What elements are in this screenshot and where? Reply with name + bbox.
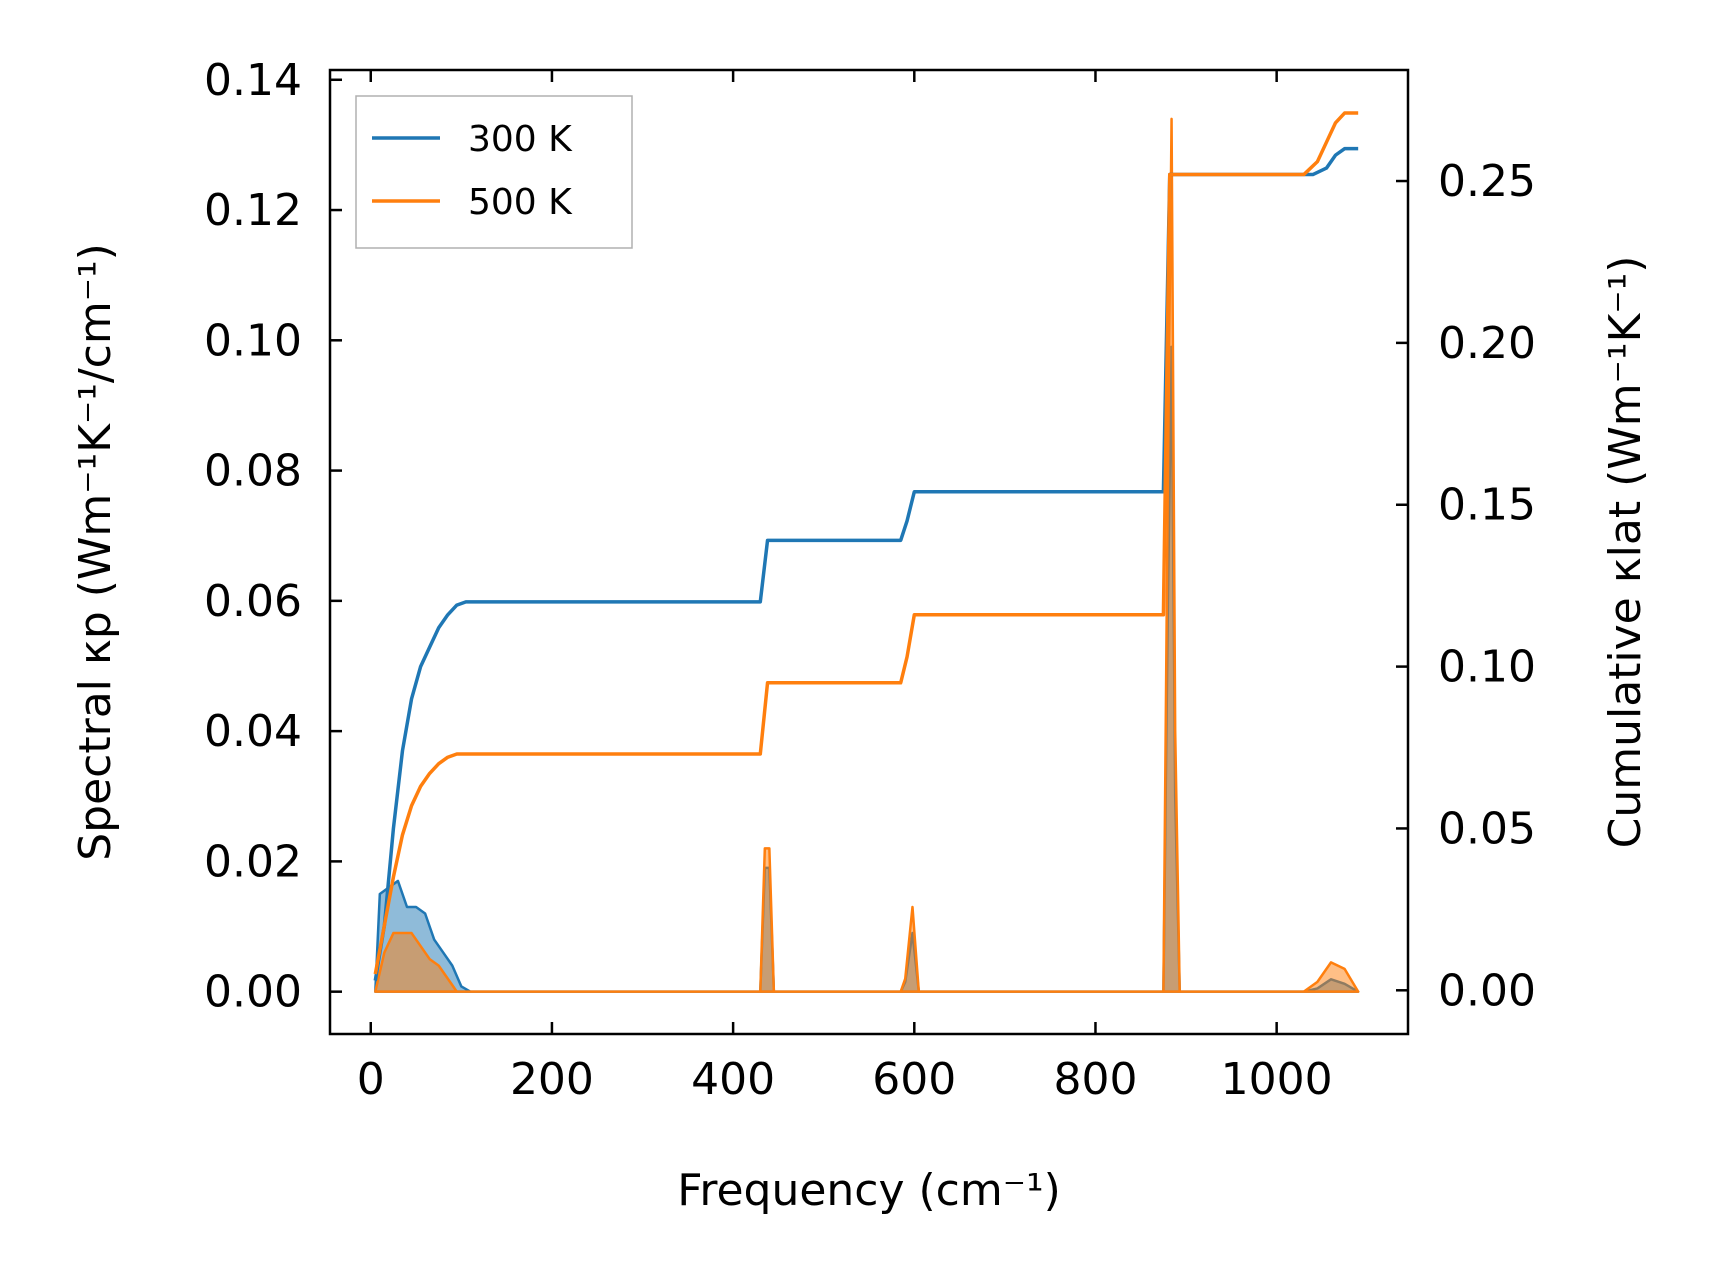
x-tick-label: 600 bbox=[872, 1054, 956, 1105]
cumulative-line-1 bbox=[373, 111, 1359, 975]
left-y-tick-label: 0.10 bbox=[204, 315, 302, 366]
left-y-tick-label: 0.04 bbox=[204, 706, 302, 757]
legend: 300 K 500 K bbox=[355, 95, 633, 249]
left-y-tick-label: 0.08 bbox=[204, 446, 302, 497]
left-y-tick-label: 0.06 bbox=[204, 576, 302, 627]
left-y-tick-label: 0.00 bbox=[204, 967, 302, 1018]
right-y-tick-label: 0.00 bbox=[1438, 965, 1536, 1016]
left-y-tick-label: 0.02 bbox=[204, 836, 302, 887]
x-tick-label: 1000 bbox=[1221, 1054, 1333, 1105]
left-y-tick-label: 0.14 bbox=[204, 55, 302, 106]
cumulative-line-0 bbox=[373, 146, 1359, 981]
legend-label: 500 K bbox=[468, 182, 573, 223]
spectral-area-0 bbox=[374, 345, 1360, 993]
x-tick-label: 0 bbox=[357, 1054, 385, 1105]
right-y-axis-title: Cumulative κlat (Wm⁻¹K⁻¹) bbox=[1600, 256, 1651, 849]
right-y-tick-label: 0.25 bbox=[1438, 156, 1536, 207]
x-tick-label: 200 bbox=[510, 1054, 594, 1105]
legend-box bbox=[355, 95, 633, 249]
right-y-tick-label: 0.15 bbox=[1438, 480, 1536, 531]
right-y-tick-label: 0.20 bbox=[1438, 318, 1536, 369]
plot-content bbox=[373, 111, 1360, 993]
right-y-tick-label: 0.10 bbox=[1438, 642, 1536, 693]
plot-frame bbox=[328, 68, 1410, 1036]
legend-label: 300 K bbox=[468, 119, 573, 160]
x-axis-title: Frequency (cm⁻¹) bbox=[677, 1165, 1061, 1216]
left-y-axis-title: Spectral κp (Wm⁻¹K⁻¹/cm⁻¹) bbox=[70, 243, 121, 861]
right-y-tick-label: 0.05 bbox=[1438, 803, 1536, 854]
spectral-area-1 bbox=[374, 117, 1360, 993]
left-y-tick-label: 0.12 bbox=[204, 185, 302, 236]
x-tick-label: 400 bbox=[691, 1054, 775, 1105]
ticks: 0 200 400 600 800 1000 0.00 0.02 0.04 0.06 0.08 0.1… bbox=[204, 55, 1536, 1105]
x-tick-label: 800 bbox=[1053, 1054, 1137, 1105]
